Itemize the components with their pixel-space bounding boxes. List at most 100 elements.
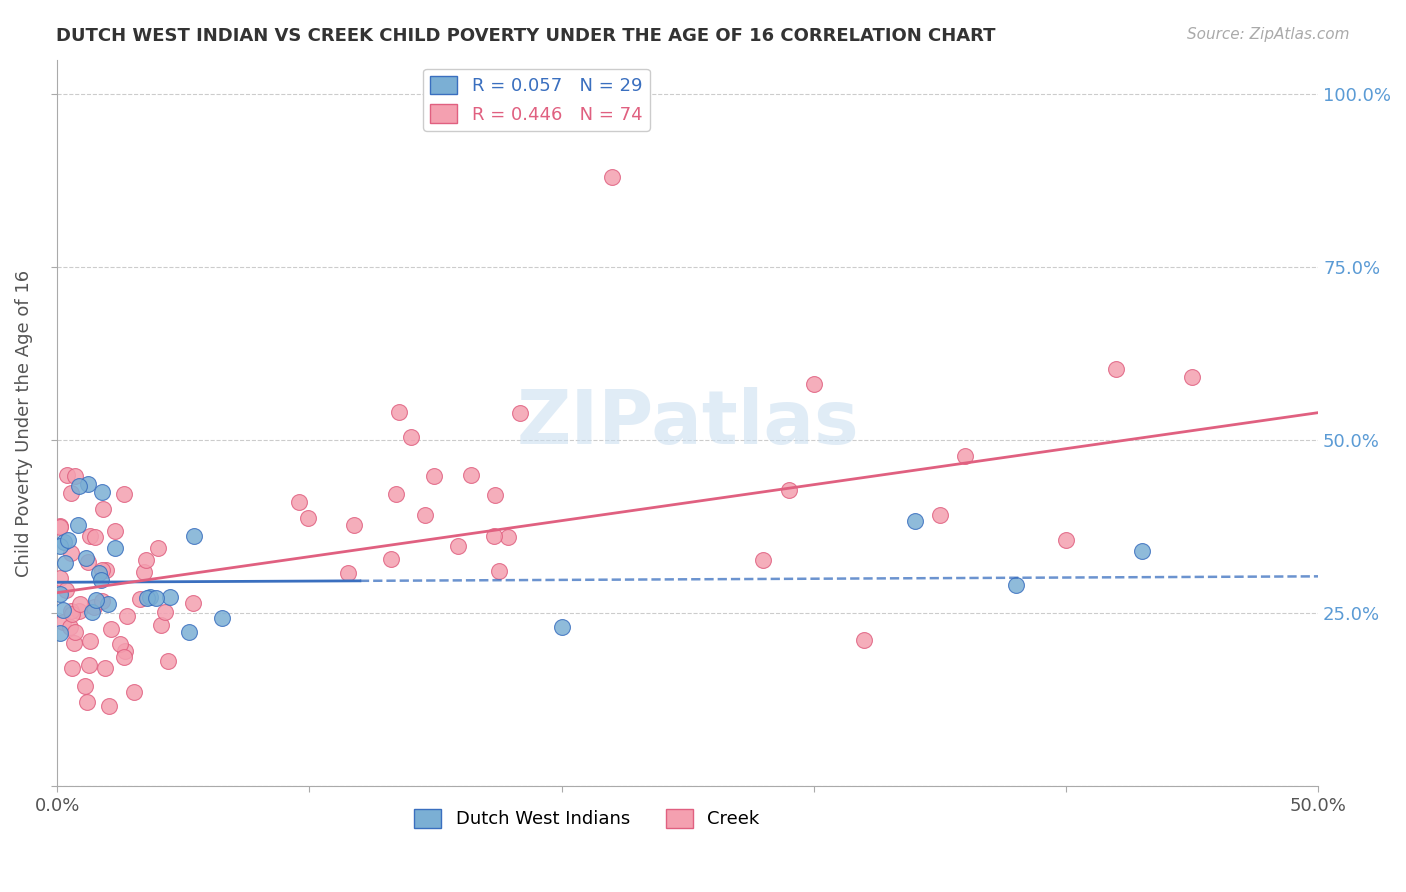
- Point: [69, 597, 91, 611]
- Point: [82, 605, 104, 619]
- Point: [600, 170, 623, 185]
- Point: [79, 634, 101, 648]
- Point: [509, 406, 531, 420]
- Point: [343, 518, 366, 533]
- Point: [49, 519, 72, 533]
- Point: [135, 591, 157, 606]
- Point: [56, 533, 79, 547]
- Point: [177, 625, 200, 640]
- Point: [904, 514, 927, 528]
- Point: [399, 430, 422, 444]
- Point: [77, 555, 100, 569]
- Point: [104, 524, 127, 538]
- Point: [91, 594, 114, 608]
- Point: [336, 566, 359, 581]
- Point: [67, 518, 90, 533]
- Point: [550, 620, 572, 634]
- Text: DUTCH WEST INDIAN VS CREEK CHILD POVERTY UNDER THE AGE OF 16 CORRELATION CHART: DUTCH WEST INDIAN VS CREEK CHILD POVERTY…: [56, 27, 995, 45]
- Point: [87, 566, 110, 581]
- Point: [132, 566, 155, 580]
- Point: [1054, 533, 1077, 547]
- Point: [60, 546, 83, 560]
- Point: [55, 582, 77, 597]
- Point: [49, 539, 72, 553]
- Point: [446, 539, 468, 553]
- Point: [97, 597, 120, 611]
- Point: [79, 529, 101, 543]
- Point: [149, 617, 172, 632]
- Point: [97, 698, 120, 713]
- Point: [139, 591, 162, 605]
- Point: [112, 650, 135, 665]
- Point: [49, 571, 72, 585]
- Point: [385, 487, 408, 501]
- Point: [65, 468, 87, 483]
- Point: [76, 477, 98, 491]
- Text: Source: ZipAtlas.com: Source: ZipAtlas.com: [1187, 27, 1350, 42]
- Point: [460, 467, 482, 482]
- Point: [67, 479, 90, 493]
- Point: [484, 488, 506, 502]
- Point: [83, 600, 105, 615]
- Point: [297, 511, 319, 525]
- Point: [91, 485, 114, 500]
- Point: [63, 636, 86, 650]
- Point: [60, 661, 83, 675]
- Point: [49, 625, 72, 640]
- Point: [496, 530, 519, 544]
- Point: [1181, 369, 1204, 384]
- Point: [76, 695, 98, 709]
- Point: [91, 563, 114, 577]
- Point: [423, 468, 446, 483]
- Point: [63, 625, 86, 640]
- Y-axis label: Child Poverty Under the Age of 16: Child Poverty Under the Age of 16: [15, 269, 32, 576]
- Point: [853, 633, 876, 648]
- Point: [129, 592, 152, 607]
- Point: [115, 608, 138, 623]
- Text: ZIPatlas: ZIPatlas: [516, 386, 859, 459]
- Point: [75, 679, 97, 693]
- Point: [94, 661, 117, 675]
- Point: [146, 541, 169, 555]
- Point: [488, 564, 510, 578]
- Point: [145, 591, 167, 605]
- Point: [49, 587, 72, 601]
- Point: [56, 467, 79, 482]
- Point: [1004, 578, 1026, 592]
- Point: [53, 557, 76, 571]
- Point: [94, 563, 117, 577]
- Point: [484, 529, 506, 543]
- Point: [122, 685, 145, 699]
- Point: [49, 520, 72, 534]
- Point: [752, 552, 775, 566]
- Point: [112, 486, 135, 500]
- Point: [211, 611, 233, 625]
- Point: [110, 637, 132, 651]
- Point: [928, 508, 950, 522]
- Point: [155, 605, 177, 619]
- Point: [803, 377, 825, 392]
- Point: [159, 590, 181, 604]
- Point: [104, 541, 127, 556]
- Point: [77, 657, 100, 672]
- Point: [52, 615, 75, 629]
- Point: [90, 573, 112, 587]
- Point: [75, 551, 97, 566]
- Point: [114, 644, 136, 658]
- Point: [953, 449, 976, 463]
- Point: [388, 405, 411, 419]
- Point: [288, 494, 311, 508]
- Point: [84, 592, 107, 607]
- Point: [1105, 362, 1128, 376]
- Point: [83, 530, 105, 544]
- Point: [60, 607, 83, 622]
- Point: [157, 654, 180, 668]
- Legend: Dutch West Indians, Creek: Dutch West Indians, Creek: [406, 802, 766, 836]
- Point: [59, 604, 82, 618]
- Point: [1130, 544, 1153, 558]
- Point: [91, 502, 114, 516]
- Point: [53, 535, 76, 549]
- Point: [413, 508, 436, 523]
- Point: [135, 553, 157, 567]
- Point: [59, 620, 82, 634]
